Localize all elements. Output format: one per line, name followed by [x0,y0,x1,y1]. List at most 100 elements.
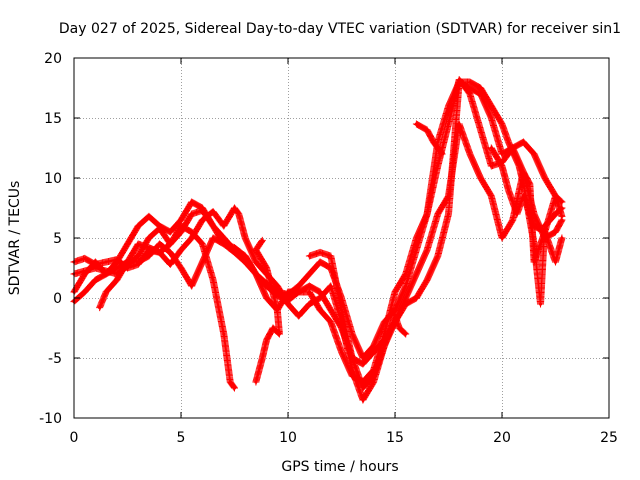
data-point [479,128,483,132]
data-point [500,152,504,156]
data-point [532,152,536,156]
data-point [168,262,172,266]
data-point [431,140,436,144]
data-point [372,374,376,378]
data-point [393,314,397,318]
data-point [404,296,408,300]
data-point [329,254,333,258]
data-point [350,374,354,378]
data-point [560,206,564,210]
data-point [532,224,536,228]
data-point [489,146,493,150]
data-point [200,260,204,264]
data-series-track-5 [96,222,238,392]
data-point [468,86,472,90]
data-point [286,290,290,294]
data-point [307,272,311,276]
data-point [222,224,226,228]
x-tick-label: 20 [493,430,511,446]
data-point [372,380,376,384]
data-point [136,254,140,258]
data-point [372,350,376,354]
data-point [297,284,301,288]
y-tick-label: 0 [53,291,62,307]
data-point [350,332,354,336]
x-axis-label: GPS time / hours [281,459,398,475]
data-point [468,80,472,84]
x-tick-label: 15 [386,430,404,446]
data-point [382,344,386,348]
data-point [404,332,408,336]
data-point [318,308,322,312]
data-point [232,246,237,250]
data-point [277,332,282,336]
data-point [254,248,258,252]
data-point [506,188,511,192]
data-point [147,246,151,250]
axis-ticks: 0 5 10 15 20 25 -10 -5 0 5 10 15 20 [39,51,618,446]
data-point [260,238,264,242]
data-point [179,224,183,228]
data-point [506,140,511,144]
data-point [543,230,547,234]
data-point [211,210,215,214]
x-tick-label: 5 [177,430,186,446]
data-point [147,236,151,240]
data-point [297,290,301,294]
data-point [404,302,408,306]
data-point [190,284,194,288]
data-point [190,212,194,216]
data-point [553,260,558,264]
data-point [275,308,279,312]
data-point [393,290,397,294]
y-tick-label: 5 [53,231,62,247]
data-point [136,260,140,264]
data-point [232,206,237,210]
data-point [425,248,429,252]
data-point [211,236,215,240]
data-point [414,296,418,300]
data-point [553,194,558,198]
data-point [468,92,472,96]
data-point [329,308,333,312]
data-point [446,212,451,216]
data-point [404,284,408,288]
y-axis-label: SDTVAR / TECUs [7,181,23,296]
data-point [286,298,290,302]
data-point [425,212,429,216]
data-point [543,176,547,180]
data-point [318,250,322,254]
data-point [517,164,521,168]
data-point [560,236,564,240]
data-point [136,224,140,228]
data-point [222,236,226,240]
data-point [222,332,226,336]
data-point [83,272,87,276]
data-point [115,266,119,270]
data-point [222,242,226,246]
data-point [254,260,258,264]
data-point [521,194,526,198]
data-point [521,140,526,144]
data-point [489,194,493,198]
data-point [500,164,504,168]
data-point [93,278,97,282]
data-point [168,250,172,254]
y-tick-label: 10 [44,171,62,187]
data-point [339,308,344,312]
data-point [414,272,418,276]
data-point [307,254,311,258]
data-point [307,302,311,306]
data-point [98,306,102,310]
data-point [190,200,194,204]
data-point [489,104,493,108]
data-point [318,290,322,294]
data-point [243,236,247,240]
data-point [271,326,275,330]
data-point [425,128,429,132]
data-point [115,260,119,264]
data-point [436,254,440,258]
data-point [147,214,151,218]
data-point [425,278,429,282]
